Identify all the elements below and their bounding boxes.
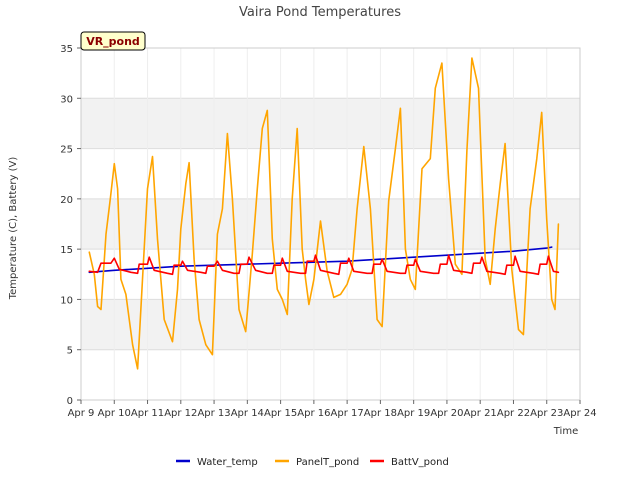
legend-label: Water_temp: [197, 457, 258, 468]
chart-title: Vaira Pond Temperatures: [239, 5, 401, 20]
x-tick-label: Apr 22: [497, 408, 530, 419]
x-tick-label: Apr 18: [364, 408, 397, 419]
legend-label: BattV_pond: [391, 457, 449, 468]
x-tick-label: Apr 15: [264, 408, 297, 419]
y-axis: 0 5 10 15 20 25 30 35: [60, 44, 81, 407]
y-tick-label: 35: [60, 44, 73, 55]
background-band: [81, 299, 580, 350]
x-tick-label: Apr 24: [563, 408, 596, 419]
y-tick-label: 30: [60, 94, 73, 105]
x-tick-label: Apr 19: [397, 408, 430, 419]
x-tick-label: Apr 17: [331, 408, 364, 419]
x-tick-label: Apr 10: [98, 408, 131, 419]
site-tag-label: VR_pond: [86, 35, 140, 48]
x-tick-label: Apr 21: [464, 408, 497, 419]
x-tick-label: Apr 9: [68, 408, 95, 419]
background-band: [81, 98, 580, 149]
plot-area: [80, 47, 581, 401]
x-tick-label: Apr 16: [297, 408, 330, 419]
y-tick-label: 5: [67, 346, 73, 357]
x-tick-label: Apr 12: [164, 408, 197, 419]
legend: Water_temp PanelT_pond BattV_pond: [176, 457, 449, 468]
series-line-battv-pond: [88, 254, 560, 276]
y-tick-label: 10: [60, 295, 73, 306]
y-tick-label: 0: [67, 396, 73, 407]
series-line-panelt-pond: [88, 57, 560, 370]
series-line-water-temp: [88, 246, 553, 274]
legend-label: PanelT_pond: [296, 457, 359, 468]
y-axis-label: Temperature (C), Battery (V): [8, 157, 19, 301]
x-axis-label: Time: [553, 426, 578, 437]
x-tick-label: Apr 11: [131, 408, 164, 419]
series-layer: [88, 57, 560, 370]
site-tag-badge: VR_pond: [80, 31, 146, 51]
x-tick-label: Apr 14: [231, 408, 264, 419]
x-tick-label: Apr 13: [197, 408, 230, 419]
x-axis: Apr 9 Apr 10 Apr 11 Apr 12 Apr 13 Apr 14 Apr 1…: [68, 400, 597, 419]
y-tick-label: 15: [60, 245, 73, 256]
x-tick-label: Apr 20: [430, 408, 463, 419]
x-tick-label: Apr 23: [530, 408, 563, 419]
y-tick-label: 25: [60, 145, 73, 156]
y-tick-label: 20: [60, 195, 73, 206]
